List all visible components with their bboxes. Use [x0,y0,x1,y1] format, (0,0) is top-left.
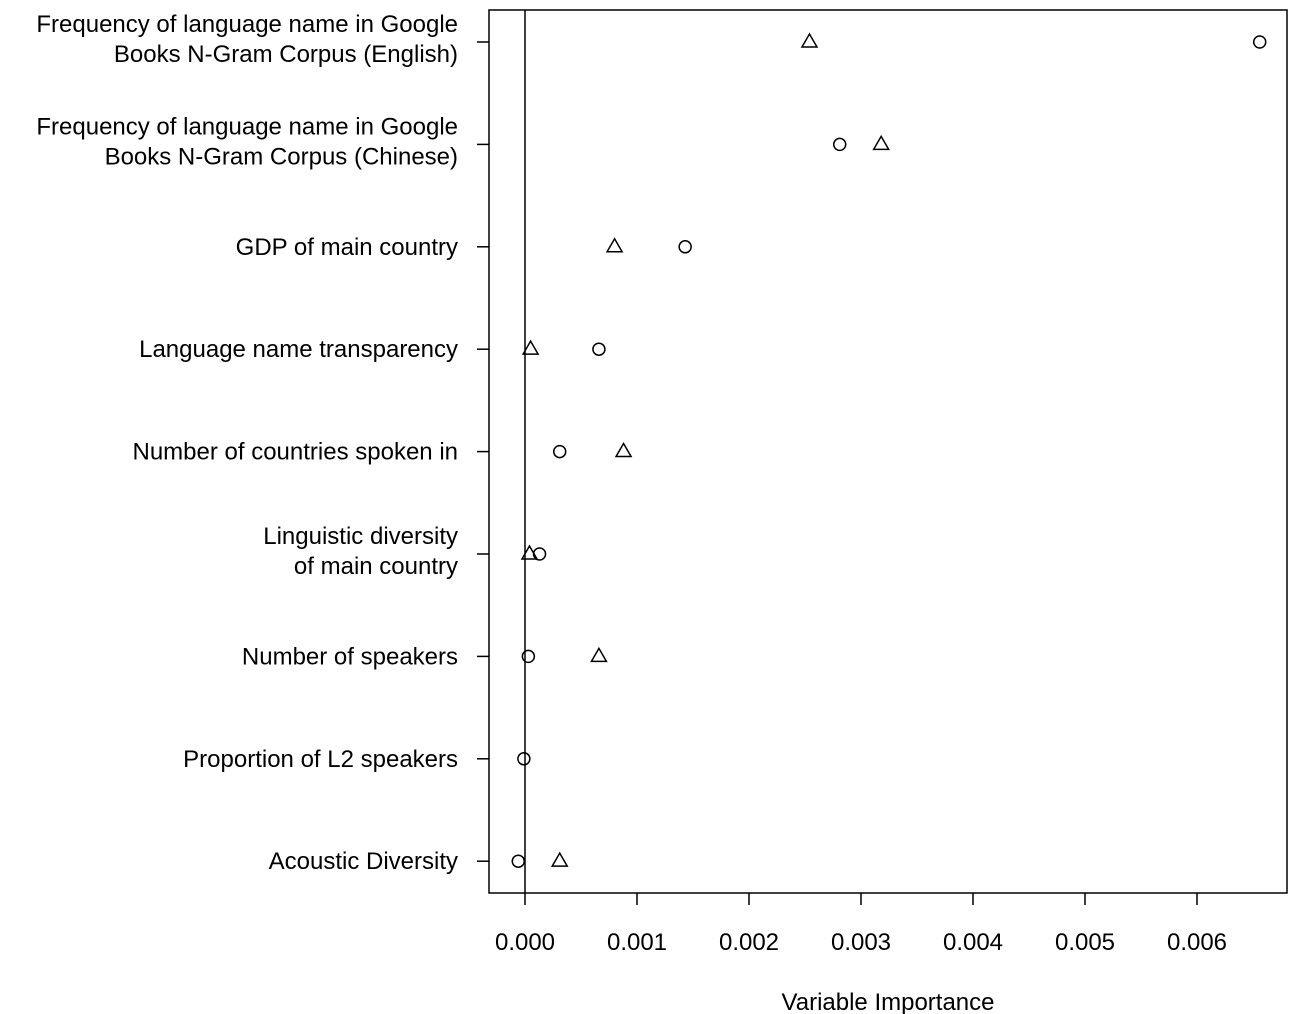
circle-point [1252,35,1267,49]
x-tick-label: 0.006 [1167,929,1227,956]
x-axis-title: Variable Importance [782,989,995,1014]
triangle-point [521,339,540,355]
y-category-label: Books N-Gram Corpus (English) [114,41,458,68]
x-tick-label: 0.005 [1055,929,1115,956]
x-tick-label: 0.003 [831,929,891,956]
y-category-label: Books N-Gram Corpus (Chinese) [105,143,458,170]
y-category-label: Frequency of language name in Google [36,113,458,140]
y-axis: Frequency of language name in Google Book… [36,11,489,875]
y-category-label: Number of countries spoken in [133,439,459,466]
y-category-label: Language name transparency [139,336,458,363]
triangle-point [800,32,819,48]
y-category-label: Proportion of L2 speakers [183,746,458,773]
y-category-label: GDP of main country [236,234,458,261]
triangle-point [590,646,608,663]
y-category-label: of main country [294,553,458,580]
triangle-point [872,134,890,151]
circle-point [832,137,847,152]
x-tick-label: 0.000 [495,929,555,956]
y-category-label: Acoustic Diversity [269,848,458,875]
circle-point [552,444,567,459]
y-category-label: Linguistic diversity [263,523,458,550]
data-points [511,32,1267,868]
plot-frame [488,9,1288,894]
circle-point [517,752,531,766]
y-category-label: Frequency of language name in Google [36,11,458,38]
x-axis: 0.000 0.001 0.002 0.003 0.004 0.005 0.006 [495,893,1227,956]
x-tick-label: 0.001 [607,929,667,956]
x-tick-label: 0.002 [719,929,779,956]
circle-point [511,854,526,868]
x-tick-label: 0.004 [943,929,1003,956]
circle-point [592,342,606,356]
circle-point [678,240,692,254]
triangle-point [614,442,633,458]
triangle-point [605,237,624,253]
triangle-point [520,544,539,560]
triangle-point [550,851,569,867]
circle-point [521,649,536,664]
y-category-label: Number of speakers [242,643,458,670]
